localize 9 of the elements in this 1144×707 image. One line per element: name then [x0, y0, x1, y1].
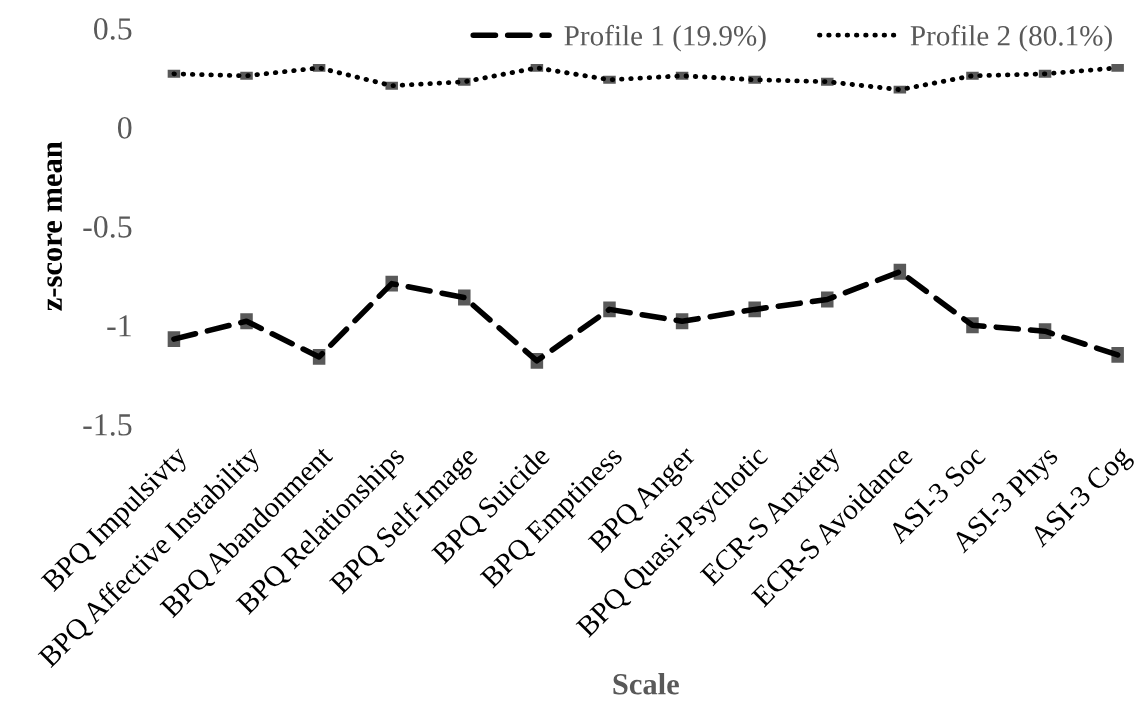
y-tick-label: -0.5 [83, 216, 132, 238]
legend-label: Profile 1 (19.9%) [564, 24, 766, 52]
y-tick-label: -1 [107, 315, 131, 337]
y-tick-label: 0.5 [93, 18, 132, 40]
y-tick-label: 0 [117, 117, 132, 139]
y-tick-label: -1.5 [83, 414, 132, 436]
x-axis-title: Scale [613, 673, 679, 695]
y-axis-title: z-score mean [47, 141, 63, 311]
legend-label: Profile 2 (80.1%) [910, 24, 1112, 52]
